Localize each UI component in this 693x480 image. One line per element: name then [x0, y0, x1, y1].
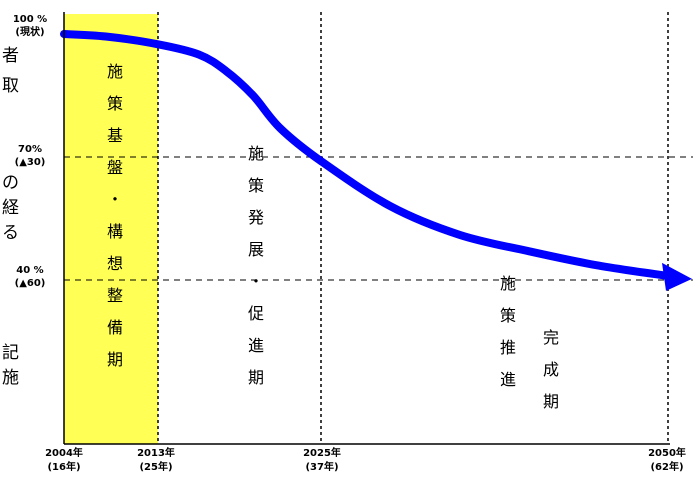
- phase-label-promotion: 施策推進: [499, 274, 516, 389]
- x-tick-label-2004: 2004年 (16年): [45, 448, 83, 473]
- phase-label-development: 施策発展・促進期: [247, 144, 264, 387]
- cut-text-fragment: 施: [2, 368, 19, 388]
- x-tick-label-2025: 2025年 (37年): [303, 448, 341, 473]
- curve-arrowhead: [662, 262, 692, 291]
- y-tick-label-70: 70% (▲30): [14, 144, 46, 168]
- x-tick-label-2050: 2050年 (62年): [648, 448, 686, 473]
- cut-text-fragment: 者: [2, 46, 19, 66]
- reduction-curve: [60, 30, 672, 280]
- cut-text-fragment: る: [2, 223, 19, 243]
- y-tick-label-40: 40 % (▲60): [14, 265, 46, 289]
- phase-highlight-foundation: [64, 14, 158, 444]
- cut-text-fragment: 経: [2, 198, 19, 218]
- y-tick-label-100: 100 % (現状): [12, 14, 48, 38]
- cut-text-fragment: 記: [2, 343, 19, 363]
- cut-text-fragment: 取: [2, 76, 19, 96]
- cut-text-fragment: の: [2, 173, 19, 193]
- x-tick-label-2013: 2013年 (25年): [137, 448, 175, 473]
- phase-label-foundation: 施策基盤・構想整備期: [106, 62, 123, 369]
- phase-label-completion: 完成期: [542, 328, 559, 411]
